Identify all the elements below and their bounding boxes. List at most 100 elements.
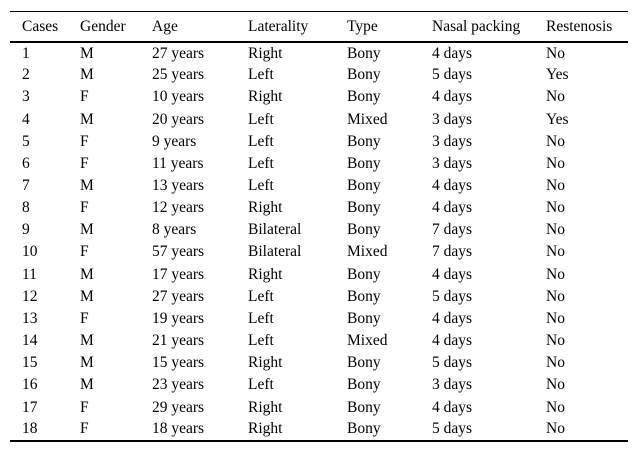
- cell-laterality: Right: [248, 265, 283, 283]
- cases-table: Cases Gender Age Laterality Type Nasal packin…: [10, 11, 628, 442]
- cell-cases: 14: [22, 332, 38, 350]
- cases-table-wrap: Cases Gender Age Laterality Type Nasal packin…: [10, 11, 628, 442]
- cell-age: 21 years: [152, 332, 205, 350]
- cell-type: Mixed: [347, 332, 388, 350]
- cell-age: 15 years: [152, 354, 205, 372]
- cell-gender: F: [80, 154, 89, 172]
- cell-nasal-packing: 4 days: [432, 199, 473, 217]
- cell-restenosis: No: [546, 177, 565, 195]
- cell-gender: F: [80, 420, 89, 438]
- cell-age: 23 years: [152, 376, 205, 394]
- cell-restenosis: No: [546, 88, 565, 106]
- table-row: 2 M 25 years Left Bony 5 days Yes: [10, 64, 628, 86]
- cell-gender: M: [80, 44, 94, 62]
- cell-gender: M: [80, 332, 94, 350]
- cell-cases: 9: [22, 221, 30, 239]
- cell-type: Bony: [347, 132, 381, 150]
- cell-cases: 2: [22, 66, 30, 84]
- cell-nasal-packing: 3 days: [432, 154, 473, 172]
- cell-nasal-packing: 4 days: [432, 177, 473, 195]
- cell-nasal-packing: 5 days: [432, 66, 473, 84]
- table-row: 3 F 10 years Right Bony 4 days No: [10, 86, 628, 108]
- cell-age: 8 years: [152, 221, 197, 239]
- cell-type: Mixed: [347, 243, 388, 261]
- cell-cases: 11: [22, 265, 37, 283]
- cell-gender: F: [80, 132, 89, 150]
- table-row: 11 M 17 years Right Bony 4 days No: [10, 264, 628, 286]
- cell-age: 13 years: [152, 177, 205, 195]
- cell-age: 12 years: [152, 199, 205, 217]
- cell-nasal-packing: 4 days: [432, 44, 473, 62]
- table-row: 6 F 11 years Left Bony 3 days No: [10, 153, 628, 175]
- cell-type: Bony: [347, 66, 381, 84]
- cell-gender: M: [80, 265, 94, 283]
- cell-laterality: Right: [248, 199, 283, 217]
- cell-type: Bony: [347, 221, 381, 239]
- cell-age: 18 years: [152, 420, 205, 438]
- cell-laterality: Right: [248, 398, 283, 416]
- table-row: 10 F 57 years Bilateral Mixed 7 days No: [10, 241, 628, 263]
- cell-type: Bony: [347, 376, 381, 394]
- cell-nasal-packing: 4 days: [432, 332, 473, 350]
- cell-restenosis: No: [546, 376, 565, 394]
- table-row: 9 M 8 years Bilateral Bony 7 days No: [10, 219, 628, 241]
- cell-gender: M: [80, 177, 94, 195]
- cell-gender: F: [80, 243, 89, 261]
- cell-gender: F: [80, 398, 89, 416]
- cell-gender: F: [80, 88, 89, 106]
- cell-age: 29 years: [152, 398, 205, 416]
- column-header-type: Type: [335, 11, 420, 43]
- cell-type: Bony: [347, 88, 381, 106]
- cell-age: 9 years: [152, 132, 197, 150]
- cell-nasal-packing: 4 days: [432, 309, 473, 327]
- cell-cases: 16: [22, 376, 38, 394]
- table-row: 18 F 18 years Right Bony 5 days No: [10, 419, 628, 441]
- cell-restenosis: No: [546, 132, 565, 150]
- cell-cases: 15: [22, 354, 38, 372]
- column-header-laterality: Laterality: [236, 11, 335, 43]
- cell-cases: 8: [22, 199, 30, 217]
- column-header-cases: Cases: [10, 11, 68, 43]
- cell-restenosis: No: [546, 309, 565, 327]
- cell-type: Bony: [347, 199, 381, 217]
- cell-type: Bony: [347, 287, 381, 305]
- cell-nasal-packing: 5 days: [432, 287, 473, 305]
- cell-type: Bony: [347, 265, 381, 283]
- table-row: 12 M 27 years Left Bony 5 days No: [10, 286, 628, 308]
- cell-restenosis: No: [546, 287, 565, 305]
- table-body: 1 M 27 years Right Bony 4 days No 2 M 25 years Lef…: [10, 42, 628, 441]
- cell-restenosis: No: [546, 154, 565, 172]
- cell-type: Bony: [347, 44, 381, 62]
- cell-age: 27 years: [152, 287, 205, 305]
- cell-restenosis: Yes: [546, 66, 569, 84]
- cell-gender: M: [80, 110, 94, 128]
- table-row: 16 M 23 years Left Bony 3 days No: [10, 374, 628, 396]
- cell-laterality: Left: [248, 332, 274, 350]
- cell-laterality: Right: [248, 88, 283, 106]
- cell-laterality: Left: [248, 132, 274, 150]
- column-header-age: Age: [140, 11, 236, 43]
- cell-type: Mixed: [347, 110, 388, 128]
- cell-nasal-packing: 7 days: [432, 243, 473, 261]
- cell-cases: 1: [22, 44, 30, 62]
- table-row: 7 M 13 years Left Bony 4 days No: [10, 175, 628, 197]
- cell-cases: 3: [22, 88, 30, 106]
- cell-laterality: Right: [248, 44, 283, 62]
- cell-gender: M: [80, 287, 94, 305]
- cell-age: 10 years: [152, 88, 205, 106]
- table-row: 13 F 19 years Left Bony 4 days No: [10, 308, 628, 330]
- table-head: Cases Gender Age Laterality Type Nasal packin…: [10, 11, 628, 43]
- cell-nasal-packing: 5 days: [432, 354, 473, 372]
- cell-type: Bony: [347, 177, 381, 195]
- cell-cases: 17: [22, 398, 38, 416]
- cell-gender: F: [80, 199, 89, 217]
- table-row: 17 F 29 years Right Bony 4 days No: [10, 397, 628, 419]
- cell-age: 11 years: [152, 154, 204, 172]
- cell-laterality: Left: [248, 287, 274, 305]
- cell-nasal-packing: 4 days: [432, 398, 473, 416]
- table-row: 5 F 9 years Left Bony 3 days No: [10, 131, 628, 153]
- cell-laterality: Left: [248, 309, 274, 327]
- cell-restenosis: No: [546, 420, 565, 438]
- cell-gender: M: [80, 66, 94, 84]
